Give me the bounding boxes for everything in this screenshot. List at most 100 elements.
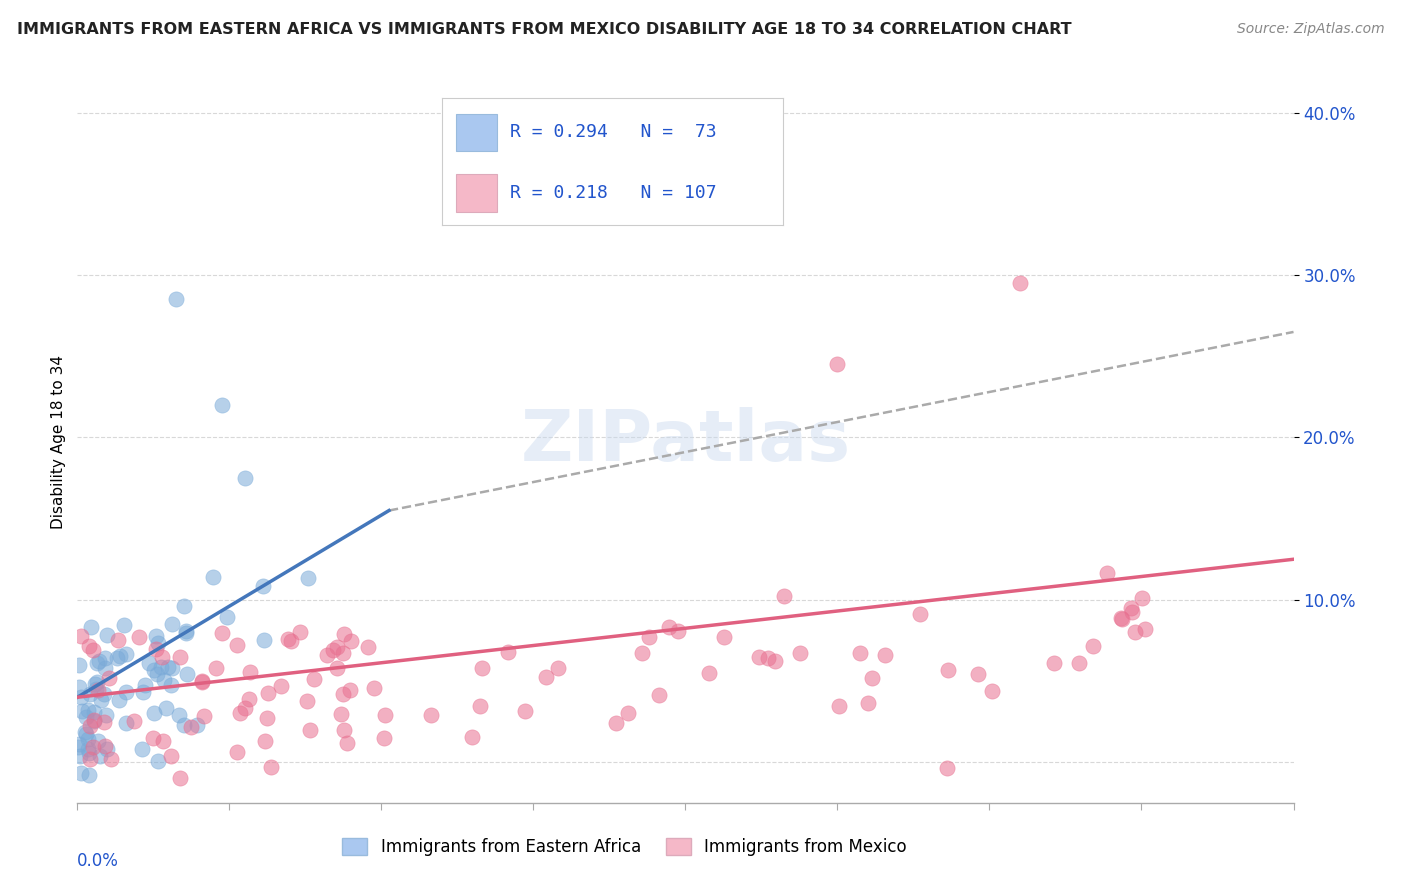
Point	[96, 628, 118, 642]
Point	[69, 748, 91, 763]
Point	[326, 640, 349, 654]
Point	[79, 719, 101, 733]
Point	[773, 589, 796, 603]
Point	[131, 742, 153, 756]
Point	[326, 661, 349, 675]
Point	[142, 731, 165, 745]
Point	[77, 640, 100, 654]
Point	[84, 681, 107, 696]
Point	[332, 687, 354, 701]
Point	[98, 671, 121, 685]
Text: IMMIGRANTS FROM EASTERN AFRICA VS IMMIGRANTS FROM MEXICO DISABILITY AGE 18 TO 34: IMMIGRANTS FROM EASTERN AFRICA VS IMMIGR…	[17, 22, 1071, 37]
Point	[908, 607, 931, 622]
Point	[1121, 606, 1143, 620]
Point	[190, 673, 212, 688]
Point	[270, 680, 292, 694]
Point	[340, 633, 363, 648]
Point	[460, 730, 482, 744]
Point	[1067, 656, 1090, 670]
Point	[138, 656, 160, 670]
Point	[233, 701, 256, 715]
Point	[75, 726, 97, 740]
Point	[94, 739, 117, 753]
Point	[315, 648, 337, 663]
Point	[848, 646, 870, 660]
Point	[72, 704, 94, 718]
Point	[134, 678, 156, 692]
Point	[176, 666, 198, 681]
Point	[108, 649, 131, 664]
Point	[936, 761, 959, 775]
Point	[233, 471, 256, 485]
Point	[143, 663, 166, 677]
Point	[253, 734, 276, 748]
Point	[201, 570, 224, 584]
Point	[145, 629, 167, 643]
Point	[332, 646, 354, 660]
Point	[211, 398, 233, 412]
Point	[86, 656, 108, 670]
Point	[87, 654, 110, 668]
Point	[827, 358, 849, 372]
Point	[1111, 611, 1133, 625]
Point	[295, 694, 318, 708]
Point	[77, 767, 100, 781]
Point	[107, 633, 129, 648]
Point	[302, 672, 325, 686]
Point	[298, 723, 321, 737]
Point	[297, 571, 319, 585]
Point	[79, 687, 101, 701]
Point	[146, 636, 169, 650]
Point	[226, 638, 249, 652]
Point	[215, 610, 238, 624]
Legend: Immigrants from Eastern Africa, Immigrants from Mexico: Immigrants from Eastern Africa, Immigran…	[336, 831, 914, 863]
Point	[333, 723, 356, 737]
Point	[162, 616, 184, 631]
Point	[67, 740, 90, 755]
Point	[363, 681, 385, 696]
Point	[146, 755, 169, 769]
Point	[226, 745, 249, 759]
Point	[77, 742, 100, 756]
Point	[860, 671, 883, 685]
Point	[1095, 566, 1118, 580]
Point	[191, 674, 214, 689]
Y-axis label: Disability Age 18 to 34: Disability Age 18 to 34	[51, 354, 66, 529]
Point	[322, 642, 344, 657]
Point	[69, 629, 91, 643]
Point	[93, 651, 115, 665]
Point	[100, 752, 122, 766]
Point	[108, 692, 131, 706]
Point	[75, 725, 97, 739]
Point	[1008, 277, 1031, 291]
Point	[145, 642, 167, 657]
Point	[648, 688, 671, 702]
Point	[157, 660, 180, 674]
Point	[152, 673, 174, 687]
Point	[471, 661, 494, 675]
Point	[87, 734, 110, 748]
Point	[638, 630, 661, 644]
Point	[132, 684, 155, 698]
Point	[82, 643, 104, 657]
Point	[513, 704, 536, 718]
Point	[169, 649, 191, 664]
Point	[658, 620, 681, 634]
Point	[82, 739, 104, 754]
Point	[547, 661, 569, 675]
Point	[152, 734, 174, 748]
Point	[80, 620, 103, 634]
Point	[159, 749, 181, 764]
Point	[160, 661, 183, 675]
Point	[936, 663, 959, 677]
Point	[173, 599, 195, 613]
Point	[128, 630, 150, 644]
Point	[83, 677, 105, 691]
Point	[789, 646, 811, 660]
Point	[256, 711, 278, 725]
Point	[1135, 622, 1157, 636]
Point	[205, 661, 228, 675]
Point	[93, 714, 115, 729]
Point	[253, 633, 276, 648]
Point	[160, 678, 183, 692]
